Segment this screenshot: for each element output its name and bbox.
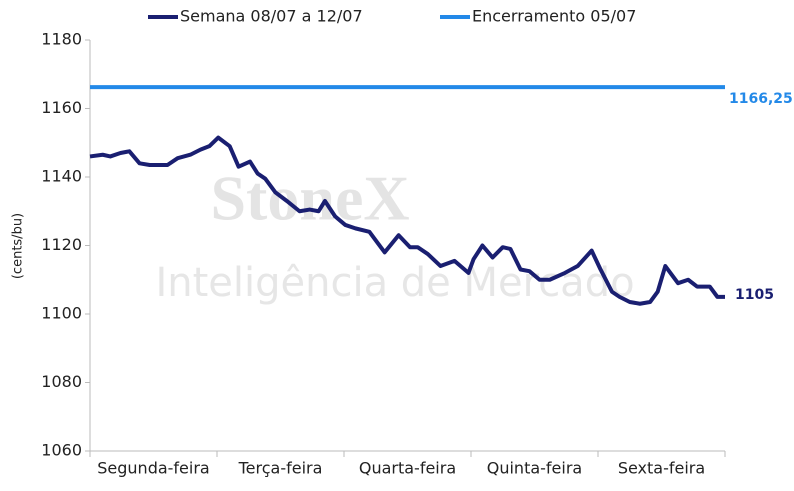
x-tick-label: Segunda-feira: [97, 459, 209, 478]
y-tick-label: 1140: [41, 167, 82, 186]
y-tick-label: 1080: [41, 372, 82, 391]
x-tick-label: Sexta-feira: [618, 459, 705, 478]
y-tick-label: 1120: [41, 235, 82, 254]
x-tick-label: Quinta-feira: [487, 459, 582, 478]
y-axis-label: (cents/bu): [11, 213, 26, 279]
x-tick-label: Quarta-feira: [359, 459, 456, 478]
y-tick-label: 1180: [41, 30, 82, 49]
end-label: 1105: [735, 287, 774, 303]
legend-label: Encerramento 05/07: [472, 7, 636, 26]
line-series: [89, 135, 725, 306]
y-tick-label: 1160: [41, 98, 82, 117]
watermark: StoneX: [210, 163, 409, 234]
watermark: Inteligência de Mercado: [155, 260, 634, 306]
x-tick-label: Terça-feira: [238, 459, 323, 478]
y-tick-label: 1060: [41, 441, 82, 460]
value-label: 1166,25: [729, 91, 793, 107]
legend-label: Semana 08/07 a 12/07: [180, 7, 363, 26]
y-tick-label: 1100: [41, 304, 82, 323]
